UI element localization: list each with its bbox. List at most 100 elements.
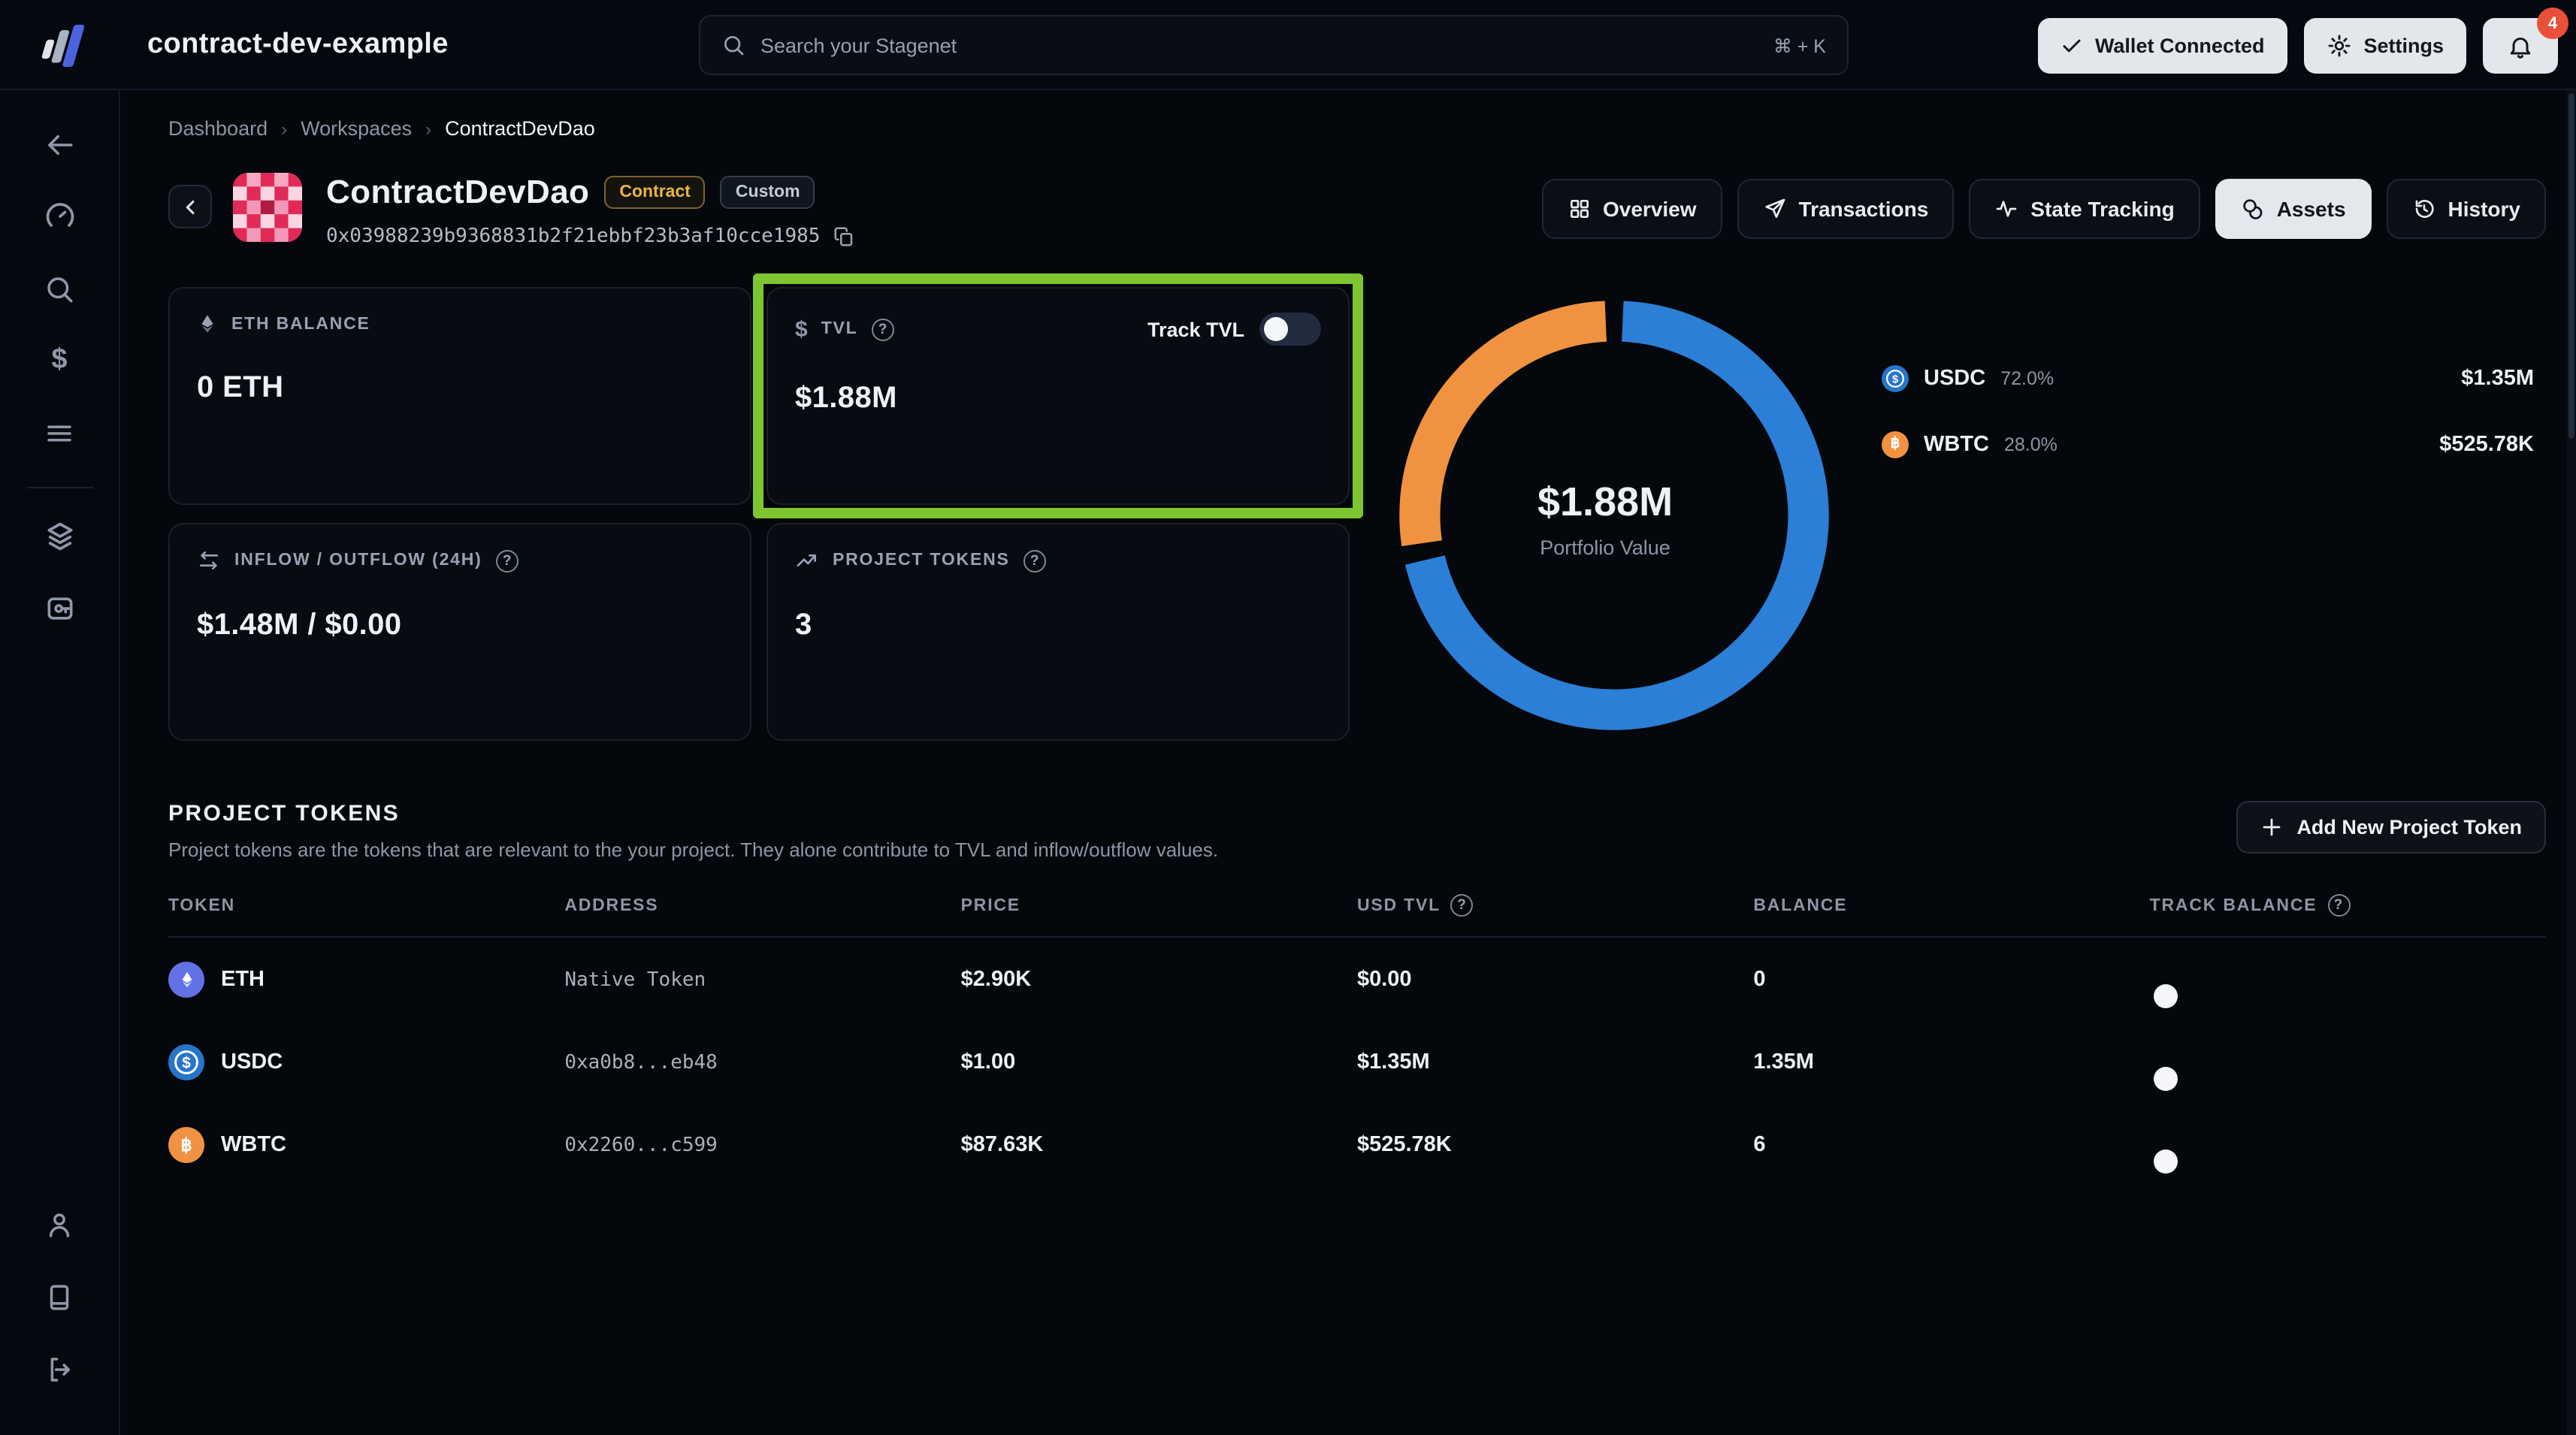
tab-state-tracking[interactable]: State Tracking: [1969, 179, 2200, 239]
notifications-button[interactable]: 4: [2483, 8, 2568, 74]
tvl-card: $ TVL ? Track TVL $1.88M: [766, 287, 1350, 505]
donut-center: $1.88M Portfolio Value: [1440, 479, 1770, 559]
coins-icon: [2243, 199, 2263, 219]
project-tokens-section: PROJECT TOKENS Project tokens are the to…: [168, 801, 2546, 1186]
token-address: 0x2260...c599: [564, 1134, 718, 1156]
col-price: PRICE: [960, 896, 1020, 914]
legend-usdc-percent: 72.0%: [2000, 368, 2054, 389]
copy-address-button[interactable]: [832, 225, 854, 248]
add-project-token-label: Add New Project Token: [2296, 816, 2522, 838]
project-tokens-count-label: PROJECT TOKENS: [833, 551, 1010, 569]
tab-assets[interactable]: Assets: [2215, 179, 2372, 239]
settings-button[interactable]: Settings: [2303, 18, 2466, 74]
layers-icon[interactable]: [32, 509, 86, 563]
grid-icon: [1570, 200, 1588, 218]
contracts-icon[interactable]: [32, 582, 86, 636]
main-content: Dashboard › Workspaces › ContractDevDao: [120, 90, 2576, 1435]
history-clock-icon: [2415, 200, 2434, 218]
eth-icon: [201, 315, 213, 333]
table-row-eth: ETH Native Token $2.90K $0.00 0: [168, 938, 2546, 1020]
tab-transactions[interactable]: Transactions: [1737, 179, 1955, 239]
tab-history[interactable]: History: [2386, 179, 2546, 239]
collapse-sidebar-icon[interactable]: [32, 117, 86, 171]
legend-usdc-value: $1.35M: [2461, 367, 2534, 391]
docs-icon[interactable]: [32, 1270, 86, 1324]
dashboard-gauge-icon[interactable]: [32, 189, 86, 243]
notification-count-badge: 4: [2537, 8, 2568, 39]
eth-balance-value: 0 ETH: [197, 371, 284, 404]
tab-overview[interactable]: Overview: [1541, 179, 1722, 239]
project-tokens-count-value: 3: [795, 609, 812, 642]
wbtc-token-icon: ฿: [168, 1127, 204, 1163]
tab-transactions-label: Transactions: [1798, 197, 1929, 221]
token-symbol: ETH: [221, 968, 265, 992]
global-search[interactable]: ⌘ + K: [699, 15, 1849, 75]
app-logo[interactable]: [0, 16, 120, 73]
sidebar-bottom-group: [32, 1198, 86, 1396]
section-description: Project tokens are the tokens that are r…: [168, 838, 1219, 861]
swap-arrows-icon: [200, 551, 218, 569]
track-balance-help-icon[interactable]: ?: [2327, 894, 2351, 917]
chart-legend: $ USDC 72.0% $1.35M ฿ WBTC 28.0% $525.78…: [1882, 359, 2534, 491]
workspace-title-block: ContractDevDao Contract Custom 0x0398823…: [326, 173, 854, 248]
project-name: contract-dev-example: [147, 28, 449, 59]
scrollbar[interactable]: [2567, 90, 2576, 1435]
token-address: 0xa0b8...eb48: [564, 1051, 718, 1074]
project-tokens-help-icon[interactable]: ?: [1023, 549, 1046, 572]
tvl-card-wrapper: $ TVL ? Track TVL $1.88M: [753, 273, 1363, 518]
breadcrumb-separator: ›: [425, 118, 432, 139]
wallet-connected-button[interactable]: Wallet Connected: [2037, 18, 2287, 74]
breadcrumb-workspaces[interactable]: Workspaces: [301, 117, 413, 140]
tab-history-label: History: [2448, 197, 2520, 221]
tvl-help-icon[interactable]: ?: [871, 318, 894, 340]
menu-icon[interactable]: [32, 406, 86, 460]
copy-icon: [833, 227, 852, 246]
table-header-row: TOKEN ADDRESS PRICE USD TVL? BALANCE TRA…: [168, 894, 2546, 938]
topbar: contract-dev-example ⌘ + K Wallet Connec…: [0, 0, 2576, 90]
token-usd-tvl: $525.78K: [1356, 1133, 1452, 1157]
table-row-usdc: $ USDC 0xa0b8...eb48 $1.00 $1.35M 1.35M: [168, 1020, 2546, 1103]
stats-grid: ETH BALANCE 0 ETH $ TVL ? Track TVL: [168, 273, 1363, 741]
workspace-tabs: Overview Transactions State Tracking Ass…: [1541, 179, 2546, 239]
section-title: PROJECT TOKENS: [168, 801, 401, 826]
contract-address: 0x03988239b9368831b2f21ebbf23b3af10cce19…: [326, 225, 821, 248]
sidebar-search-icon[interactable]: [32, 261, 86, 316]
search-icon: [724, 36, 744, 56]
brand-logo-icon: [41, 23, 85, 66]
project-tokens-card: PROJECT TOKENS ? 3: [766, 523, 1350, 741]
custom-badge: Custom: [720, 175, 815, 210]
legend-wbtc-percent: 28.0%: [2004, 434, 2057, 455]
breadcrumb-dashboard[interactable]: Dashboard: [168, 117, 268, 140]
usd-tvl-help-icon[interactable]: ?: [1450, 894, 1474, 917]
usdc-icon: $: [1882, 365, 1909, 392]
track-tvl-toggle[interactable]: [1259, 313, 1321, 346]
inflow-help-icon[interactable]: ?: [495, 549, 519, 572]
topbar-actions: Wallet Connected Settings 4: [2037, 8, 2568, 74]
token-symbol: WBTC: [221, 1133, 286, 1157]
logout-icon[interactable]: [32, 1342, 86, 1396]
legend-item-usdc: $ USDC 72.0% $1.35M: [1882, 359, 2534, 398]
search-input[interactable]: [760, 34, 1758, 56]
funds-icon[interactable]: $: [51, 344, 68, 376]
token-cell: $ USDC: [168, 1044, 564, 1080]
user-icon[interactable]: [32, 1198, 86, 1252]
token-balance: 6: [1753, 1133, 1766, 1157]
back-button[interactable]: [168, 185, 212, 228]
col-address: ADDRESS: [564, 896, 659, 914]
gear-icon: [2328, 35, 2350, 57]
search-shortcut: ⌘ + K: [1773, 35, 1826, 56]
token-balance: 0: [1753, 968, 1766, 992]
sidebar: $: [0, 90, 120, 1435]
col-track-balance: TRACK BALANCE?: [2150, 894, 2546, 917]
scrollbar-thumb[interactable]: [2568, 93, 2574, 439]
tvl-value: $1.88M: [795, 382, 897, 415]
add-project-token-button[interactable]: Add New Project Token: [2236, 801, 2546, 853]
legend-wbtc-value: $525.78K: [2439, 433, 2534, 457]
tab-overview-label: Overview: [1603, 197, 1697, 221]
token-usd-tvl: $1.35M: [1356, 1050, 1430, 1074]
portfolio-total-value: $1.88M: [1537, 479, 1673, 524]
portfolio-donut-chart: [1399, 301, 1829, 730]
token-usd-tvl: $0.00: [1356, 968, 1412, 992]
wbtc-icon: ฿: [1882, 431, 1909, 458]
